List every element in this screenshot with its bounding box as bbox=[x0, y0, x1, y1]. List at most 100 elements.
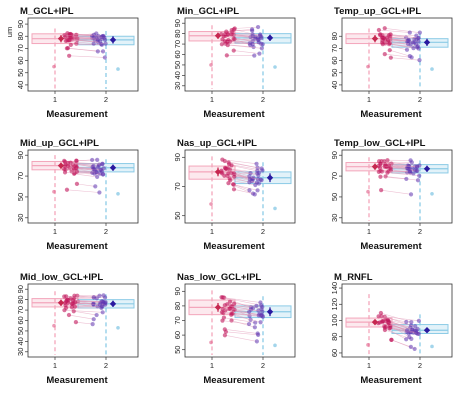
x-tick-label: 1 bbox=[367, 361, 371, 370]
pair-line bbox=[74, 173, 98, 178]
point-m1 bbox=[62, 294, 67, 299]
panel-m-rnfl: M_RNFL 60 80 100 120 140 1 2 Measurement bbox=[330, 272, 453, 386]
point-m1 bbox=[378, 310, 383, 316]
y-tick-label: 50 bbox=[16, 327, 25, 335]
summary-marker-2 bbox=[109, 164, 117, 171]
y-tick-label: 60 bbox=[173, 50, 182, 58]
pair-line bbox=[384, 27, 420, 33]
point-m2 bbox=[102, 35, 107, 40]
pair-line bbox=[380, 176, 407, 180]
point-m1 bbox=[74, 181, 80, 186]
pair-line bbox=[233, 29, 261, 36]
point-m2 bbox=[417, 173, 422, 178]
point-m1 bbox=[229, 32, 234, 37]
pair-line bbox=[380, 33, 407, 38]
y-tick-label: 80 bbox=[16, 295, 25, 303]
point-m1 bbox=[376, 27, 381, 33]
point-m1 bbox=[73, 162, 78, 167]
y-tick-label: 70 bbox=[173, 182, 182, 190]
point-m1 bbox=[385, 170, 390, 175]
y-tick-label: 70 bbox=[173, 40, 182, 48]
point-m1 bbox=[64, 305, 69, 311]
pair-line bbox=[229, 169, 259, 176]
y-tick-label: 60 bbox=[330, 56, 339, 64]
pair-line bbox=[388, 322, 408, 331]
point-m1 bbox=[224, 53, 229, 58]
pair-line bbox=[67, 40, 101, 42]
summary-marker-1 bbox=[214, 304, 222, 311]
y-axis-label: um bbox=[5, 27, 14, 37]
outlier-m2 bbox=[273, 343, 277, 348]
panel-title: Nas_low_GCL+IPL bbox=[177, 272, 261, 283]
point-m1 bbox=[224, 29, 229, 34]
point-m2 bbox=[90, 321, 95, 327]
point-m1 bbox=[74, 169, 79, 174]
point-m2 bbox=[409, 160, 414, 165]
point-m2 bbox=[260, 313, 265, 318]
point-m2 bbox=[409, 320, 414, 325]
point-m2 bbox=[410, 40, 416, 45]
y-tick-label: 50 bbox=[173, 346, 182, 354]
point-m1 bbox=[386, 163, 391, 168]
point-m1 bbox=[389, 337, 394, 342]
point-m2 bbox=[97, 190, 102, 195]
y-tick-label: 70 bbox=[16, 306, 25, 314]
pair-line bbox=[70, 43, 102, 46]
x-tick-label: 2 bbox=[104, 361, 108, 370]
y-tick-label: 120 bbox=[330, 298, 339, 311]
pair-line bbox=[224, 329, 258, 334]
point-m1 bbox=[67, 37, 72, 43]
outlier-m1 bbox=[209, 202, 213, 206]
point-m1 bbox=[388, 325, 393, 330]
summary-marker-1 bbox=[371, 163, 379, 170]
pair-line bbox=[71, 305, 103, 308]
pair-line bbox=[230, 179, 256, 186]
pair-line bbox=[234, 176, 258, 183]
pair-line bbox=[70, 33, 94, 36]
point-m1 bbox=[225, 42, 230, 48]
pair-line bbox=[379, 160, 408, 169]
point-m2 bbox=[252, 325, 257, 330]
y-tick-label: 90 bbox=[16, 151, 25, 159]
x-tick-label: 1 bbox=[210, 227, 214, 236]
point-m2 bbox=[90, 157, 95, 163]
point-m2 bbox=[259, 34, 264, 39]
point-m2 bbox=[407, 334, 412, 340]
summary-marker-1 bbox=[57, 162, 65, 169]
y-tick-label: 90 bbox=[16, 285, 25, 293]
point-m2 bbox=[91, 35, 96, 40]
point-m2 bbox=[414, 330, 419, 335]
point-m2 bbox=[101, 293, 106, 298]
point-m2 bbox=[415, 178, 421, 183]
point-m2 bbox=[102, 55, 107, 60]
point-m2 bbox=[404, 47, 410, 52]
outlier-m1 bbox=[52, 323, 56, 328]
point-m2 bbox=[408, 192, 414, 197]
pair-line bbox=[69, 37, 105, 41]
y-tick-label: 50 bbox=[16, 193, 25, 201]
panel-title: Mid_low_GCL+IPL bbox=[20, 272, 103, 283]
point-m2 bbox=[412, 346, 417, 352]
point-m2 bbox=[408, 344, 413, 349]
panel-mid-up-gcl-ipl: Mid_up_GCL+IPL 30 50 70 90 1 2 Measurement bbox=[16, 138, 139, 252]
point-m2 bbox=[99, 167, 104, 172]
pair-line bbox=[76, 159, 93, 162]
pair-line bbox=[73, 300, 101, 303]
x-tick-label: 1 bbox=[53, 227, 57, 236]
point-m1 bbox=[227, 299, 233, 304]
point-m1 bbox=[220, 318, 225, 323]
point-m1 bbox=[385, 158, 390, 163]
panel-title: Mid_up_GCL+IPL bbox=[20, 138, 99, 149]
pair-line bbox=[389, 167, 409, 169]
pair-line bbox=[64, 309, 103, 313]
point-m2 bbox=[415, 44, 420, 49]
point-m2 bbox=[252, 53, 257, 58]
point-m2 bbox=[405, 328, 410, 333]
point-m1 bbox=[220, 157, 225, 162]
x-tick-label: 1 bbox=[53, 361, 57, 370]
summary-marker-1 bbox=[57, 299, 65, 306]
pair-line bbox=[221, 296, 262, 306]
point-m1 bbox=[223, 329, 229, 334]
point-m2 bbox=[414, 164, 420, 169]
point-m2 bbox=[407, 54, 412, 59]
